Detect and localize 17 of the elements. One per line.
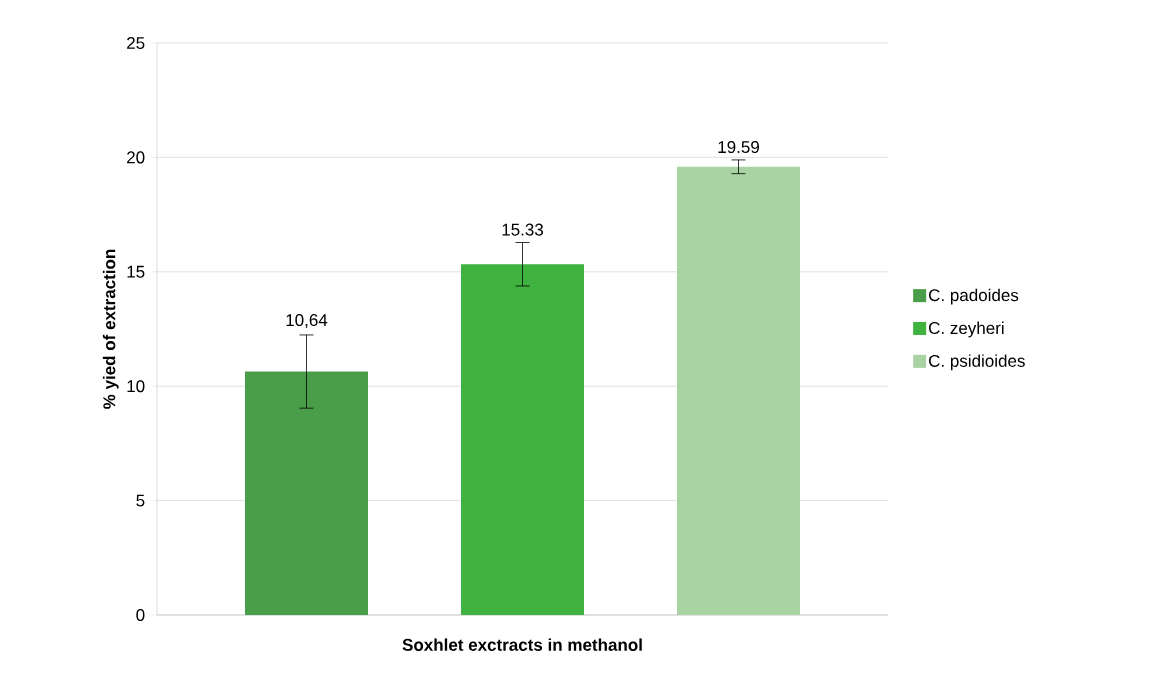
y-axis-title: % yied of extraction xyxy=(102,249,119,409)
x-axis-title: Soxhlet exctracts in methanol xyxy=(402,638,642,651)
y-tick-label: 0 xyxy=(136,608,145,622)
y-tick-label: 10 xyxy=(127,380,145,393)
legend-label: C. padoides xyxy=(929,288,1019,305)
y-tick-label: 20 xyxy=(127,151,145,164)
data-label: 15.33 xyxy=(502,223,544,236)
y-tick-label: 5 xyxy=(136,494,145,507)
legend-label: C. psidioides xyxy=(929,354,1025,371)
bar xyxy=(677,166,801,615)
data-label: 10,64 xyxy=(286,314,328,329)
y-tick-label: 15 xyxy=(127,265,145,278)
y-tick-label: 25 xyxy=(127,36,145,50)
bar xyxy=(245,371,368,615)
legend-label: C. zeyheri xyxy=(929,321,1004,338)
data-label: 19.59 xyxy=(718,141,759,154)
bar xyxy=(461,264,585,615)
